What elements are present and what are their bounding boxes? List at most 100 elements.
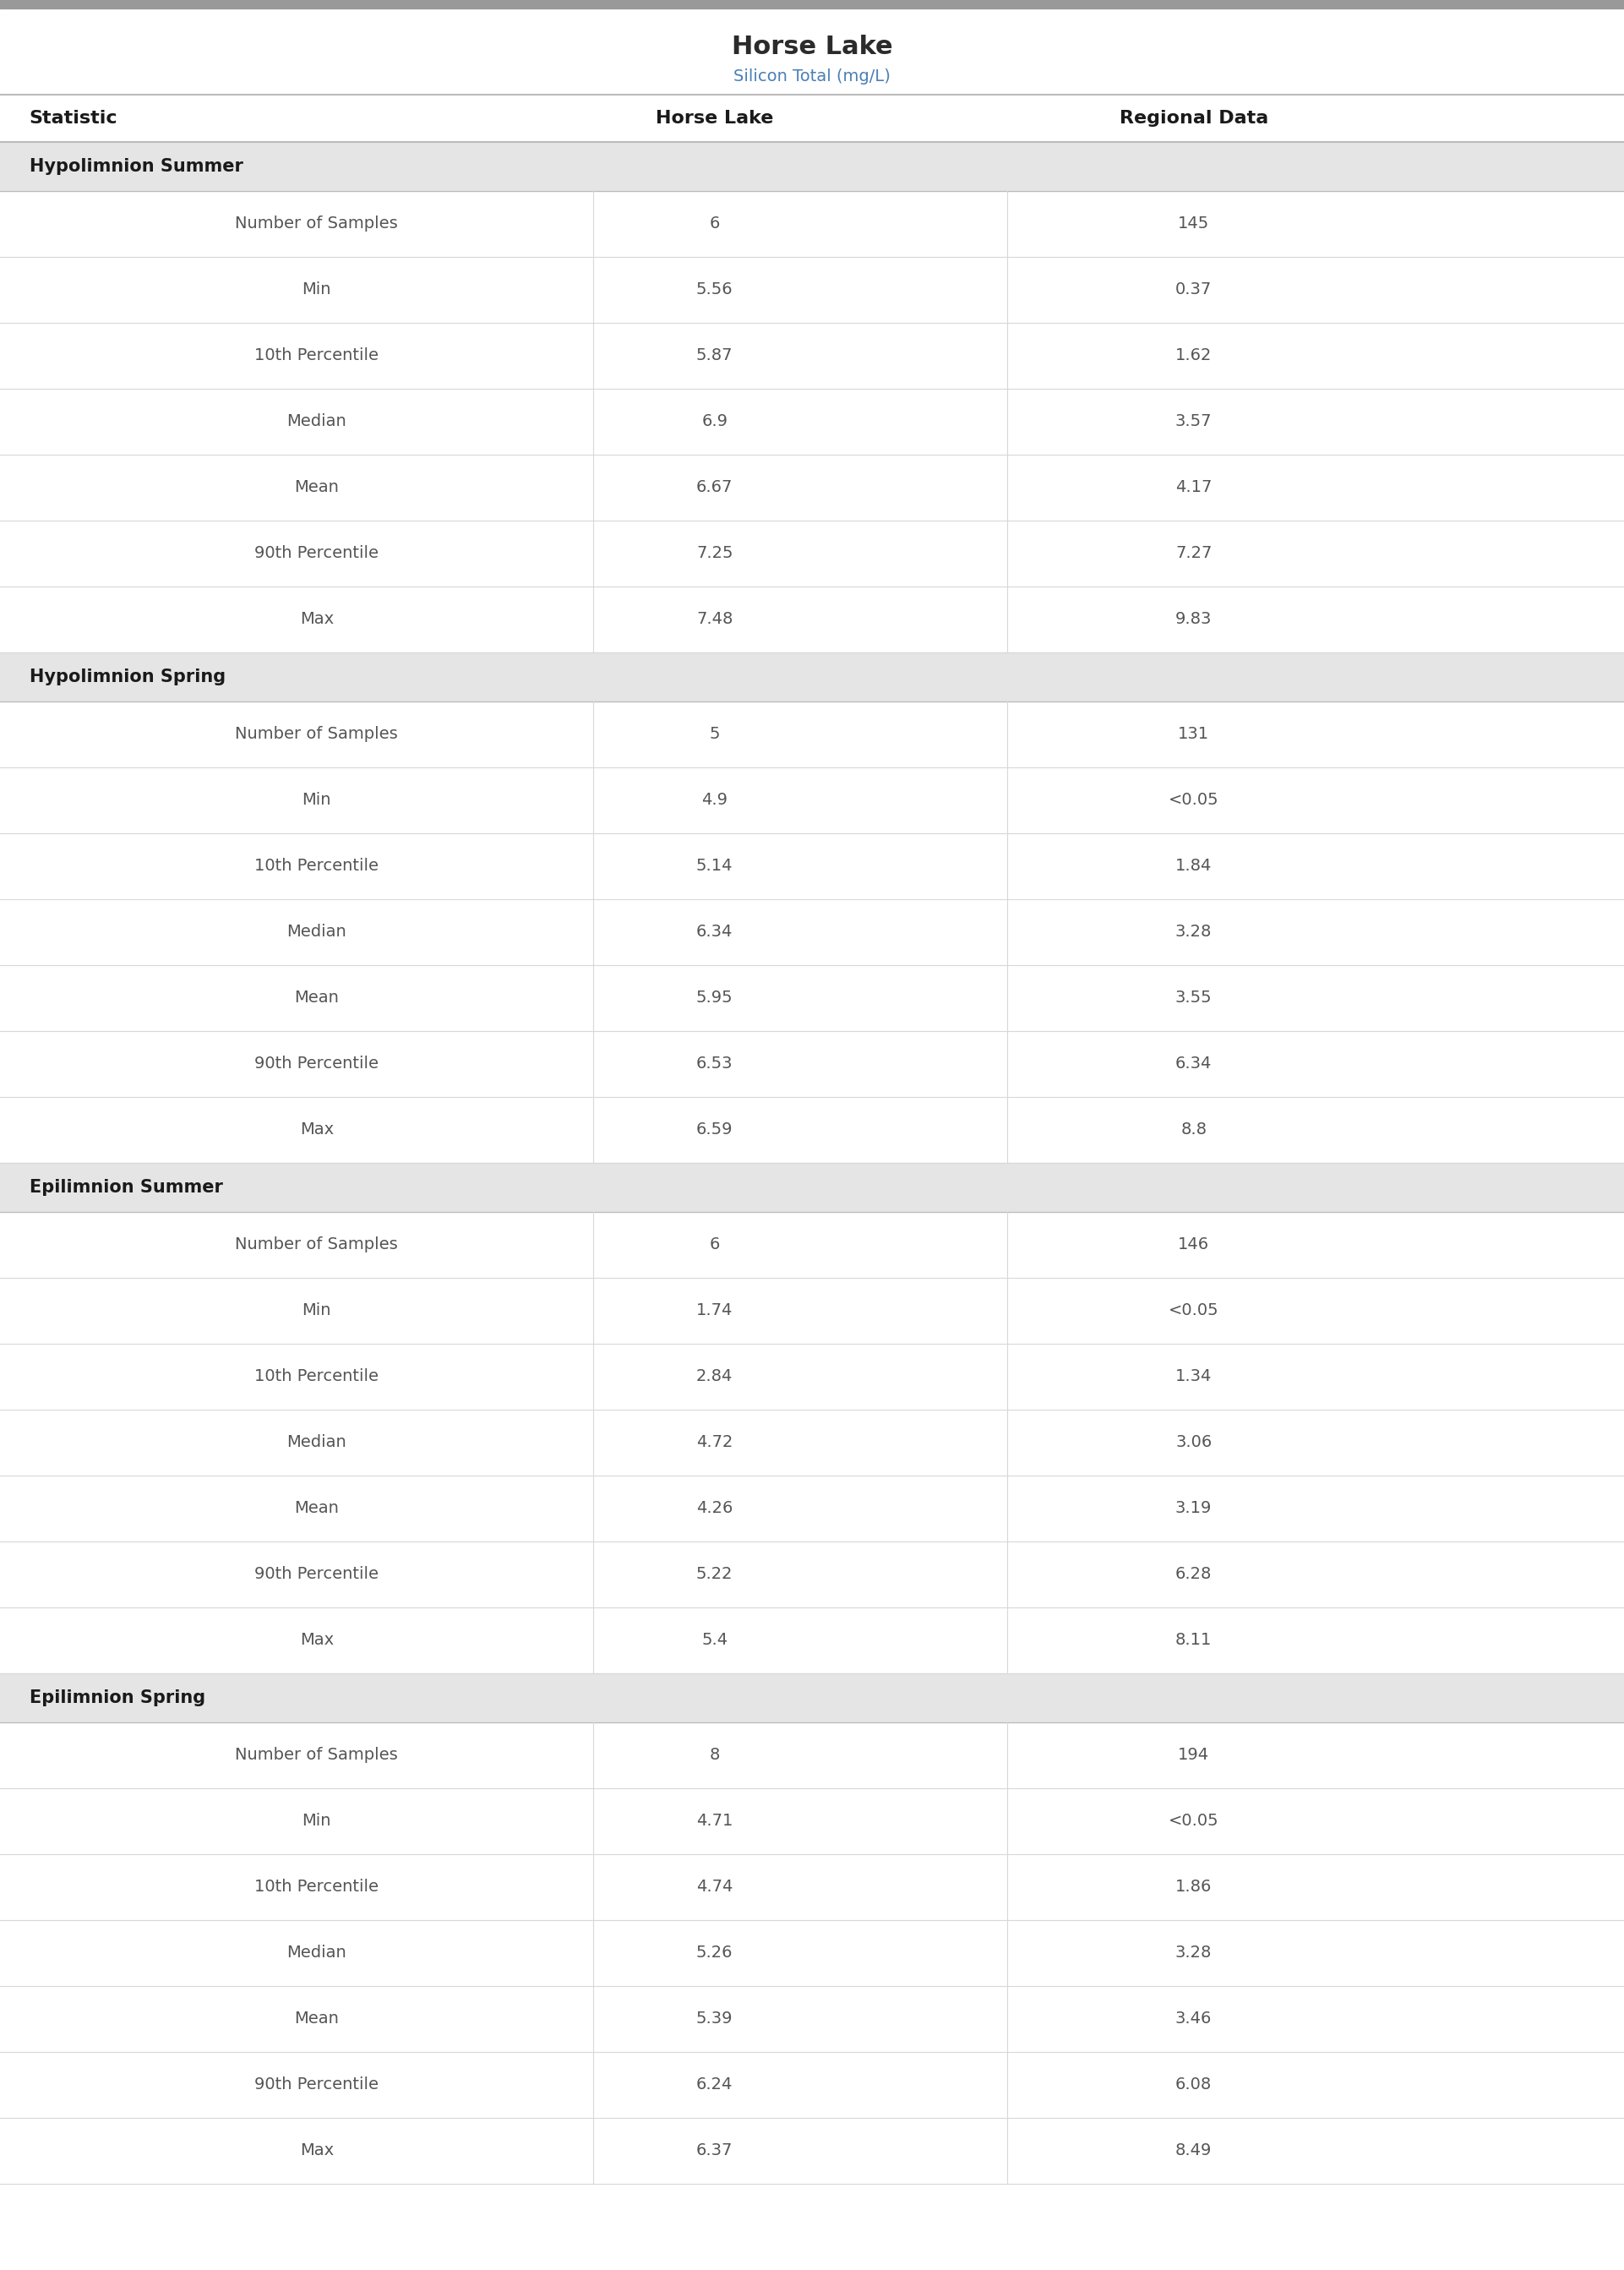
Text: Max: Max xyxy=(300,611,333,627)
Bar xyxy=(0,833,1624,899)
Bar xyxy=(0,586,1624,651)
Text: Max: Max xyxy=(300,2143,333,2159)
Text: Number of Samples: Number of Samples xyxy=(235,1748,398,1764)
Text: 4.74: 4.74 xyxy=(697,1880,732,1895)
Text: 6.37: 6.37 xyxy=(697,2143,732,2159)
Text: 6.08: 6.08 xyxy=(1176,2077,1212,2093)
Text: 1.62: 1.62 xyxy=(1176,347,1212,363)
Bar xyxy=(0,1920,1624,1986)
Text: 10th Percentile: 10th Percentile xyxy=(255,1880,378,1895)
Text: 6.67: 6.67 xyxy=(697,479,732,495)
Text: 1.86: 1.86 xyxy=(1176,1880,1212,1895)
Bar xyxy=(0,767,1624,833)
Text: Median: Median xyxy=(287,1945,346,1961)
Text: Number of Samples: Number of Samples xyxy=(235,726,398,742)
Text: 10th Percentile: 10th Percentile xyxy=(255,347,378,363)
Text: 6.9: 6.9 xyxy=(702,413,728,429)
Bar xyxy=(0,520,1624,586)
Text: 2.84: 2.84 xyxy=(697,1369,732,1385)
Text: 10th Percentile: 10th Percentile xyxy=(255,858,378,874)
Text: 90th Percentile: 90th Percentile xyxy=(255,1566,378,1582)
Text: Horse Lake: Horse Lake xyxy=(731,34,893,59)
Text: 3.55: 3.55 xyxy=(1176,990,1212,1006)
Text: 131: 131 xyxy=(1177,726,1210,742)
Text: Epilimnion Spring: Epilimnion Spring xyxy=(29,1689,205,1707)
Text: <0.05: <0.05 xyxy=(1168,792,1220,808)
Bar xyxy=(0,899,1624,965)
Bar xyxy=(0,1855,1624,1920)
Bar xyxy=(0,322,1624,388)
Text: Min: Min xyxy=(302,281,331,297)
Text: Number of Samples: Number of Samples xyxy=(235,216,398,232)
Text: Median: Median xyxy=(287,924,346,940)
Text: Min: Min xyxy=(302,1814,331,1830)
Text: 3.28: 3.28 xyxy=(1176,1945,1212,1961)
Text: Hypolimnion Summer: Hypolimnion Summer xyxy=(29,159,244,175)
Text: 8.8: 8.8 xyxy=(1181,1121,1207,1137)
Bar xyxy=(0,1096,1624,1162)
Bar xyxy=(0,1476,1624,1541)
Text: 6.24: 6.24 xyxy=(697,2077,732,2093)
Bar xyxy=(0,1212,1624,1278)
Text: 6.59: 6.59 xyxy=(697,1121,732,1137)
Text: 0.37: 0.37 xyxy=(1176,281,1212,297)
Text: Max: Max xyxy=(300,1632,333,1648)
Bar xyxy=(0,1789,1624,1855)
Text: 3.06: 3.06 xyxy=(1176,1435,1212,1451)
Text: Regional Data: Regional Data xyxy=(1119,109,1268,127)
Text: 7.25: 7.25 xyxy=(697,545,732,561)
Text: 194: 194 xyxy=(1177,1748,1210,1764)
Text: 3.46: 3.46 xyxy=(1176,2011,1212,2027)
Text: Min: Min xyxy=(302,1303,331,1319)
Text: 5.4: 5.4 xyxy=(702,1632,728,1648)
Bar xyxy=(0,1410,1624,1476)
Text: Epilimnion Summer: Epilimnion Summer xyxy=(29,1178,222,1196)
Text: 6.28: 6.28 xyxy=(1176,1566,1212,1582)
Bar xyxy=(0,1986,1624,2052)
Text: 3.57: 3.57 xyxy=(1176,413,1212,429)
Bar xyxy=(0,2052,1624,2118)
Text: Mean: Mean xyxy=(294,2011,339,2027)
Bar xyxy=(0,1723,1624,1789)
Text: Hypolimnion Spring: Hypolimnion Spring xyxy=(29,667,226,686)
Text: 5.39: 5.39 xyxy=(697,2011,732,2027)
Text: 6: 6 xyxy=(710,1237,719,1253)
Text: 5: 5 xyxy=(710,726,719,742)
Text: Mean: Mean xyxy=(294,1500,339,1516)
Text: 90th Percentile: 90th Percentile xyxy=(255,1056,378,1071)
Bar xyxy=(0,1162,1624,1212)
Text: 4.26: 4.26 xyxy=(697,1500,732,1516)
Text: 4.17: 4.17 xyxy=(1176,479,1212,495)
Text: 9.83: 9.83 xyxy=(1176,611,1212,627)
Text: 3.28: 3.28 xyxy=(1176,924,1212,940)
Text: 7.48: 7.48 xyxy=(697,611,732,627)
Bar xyxy=(0,965,1624,1031)
Text: 7.27: 7.27 xyxy=(1176,545,1212,561)
Text: 1.34: 1.34 xyxy=(1176,1369,1212,1385)
Bar xyxy=(0,143,1624,191)
Text: 10th Percentile: 10th Percentile xyxy=(255,1369,378,1385)
Text: 146: 146 xyxy=(1177,1237,1210,1253)
Text: Median: Median xyxy=(287,1435,346,1451)
Text: 8.49: 8.49 xyxy=(1176,2143,1212,2159)
Bar xyxy=(0,1607,1624,1673)
Bar xyxy=(0,454,1624,520)
Text: 1.84: 1.84 xyxy=(1176,858,1212,874)
Text: 5.22: 5.22 xyxy=(697,1566,732,1582)
Text: 6: 6 xyxy=(710,216,719,232)
Text: 5.95: 5.95 xyxy=(697,990,732,1006)
Bar xyxy=(0,1673,1624,1723)
Bar xyxy=(0,191,1624,257)
Text: 5.14: 5.14 xyxy=(697,858,732,874)
Text: Max: Max xyxy=(300,1121,333,1137)
Text: 8: 8 xyxy=(710,1748,719,1764)
Text: Min: Min xyxy=(302,792,331,808)
Bar xyxy=(0,1541,1624,1607)
Text: <0.05: <0.05 xyxy=(1168,1814,1220,1830)
Text: 6.53: 6.53 xyxy=(697,1056,732,1071)
Bar xyxy=(0,388,1624,454)
Text: Median: Median xyxy=(287,413,346,429)
Text: 6.34: 6.34 xyxy=(697,924,732,940)
Text: Mean: Mean xyxy=(294,990,339,1006)
Bar xyxy=(0,2118,1624,2184)
